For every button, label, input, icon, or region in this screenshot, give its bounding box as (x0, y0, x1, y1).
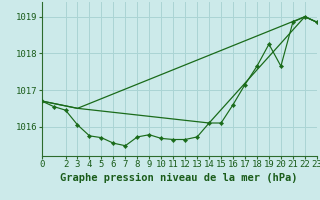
X-axis label: Graphe pression niveau de la mer (hPa): Graphe pression niveau de la mer (hPa) (60, 173, 298, 183)
